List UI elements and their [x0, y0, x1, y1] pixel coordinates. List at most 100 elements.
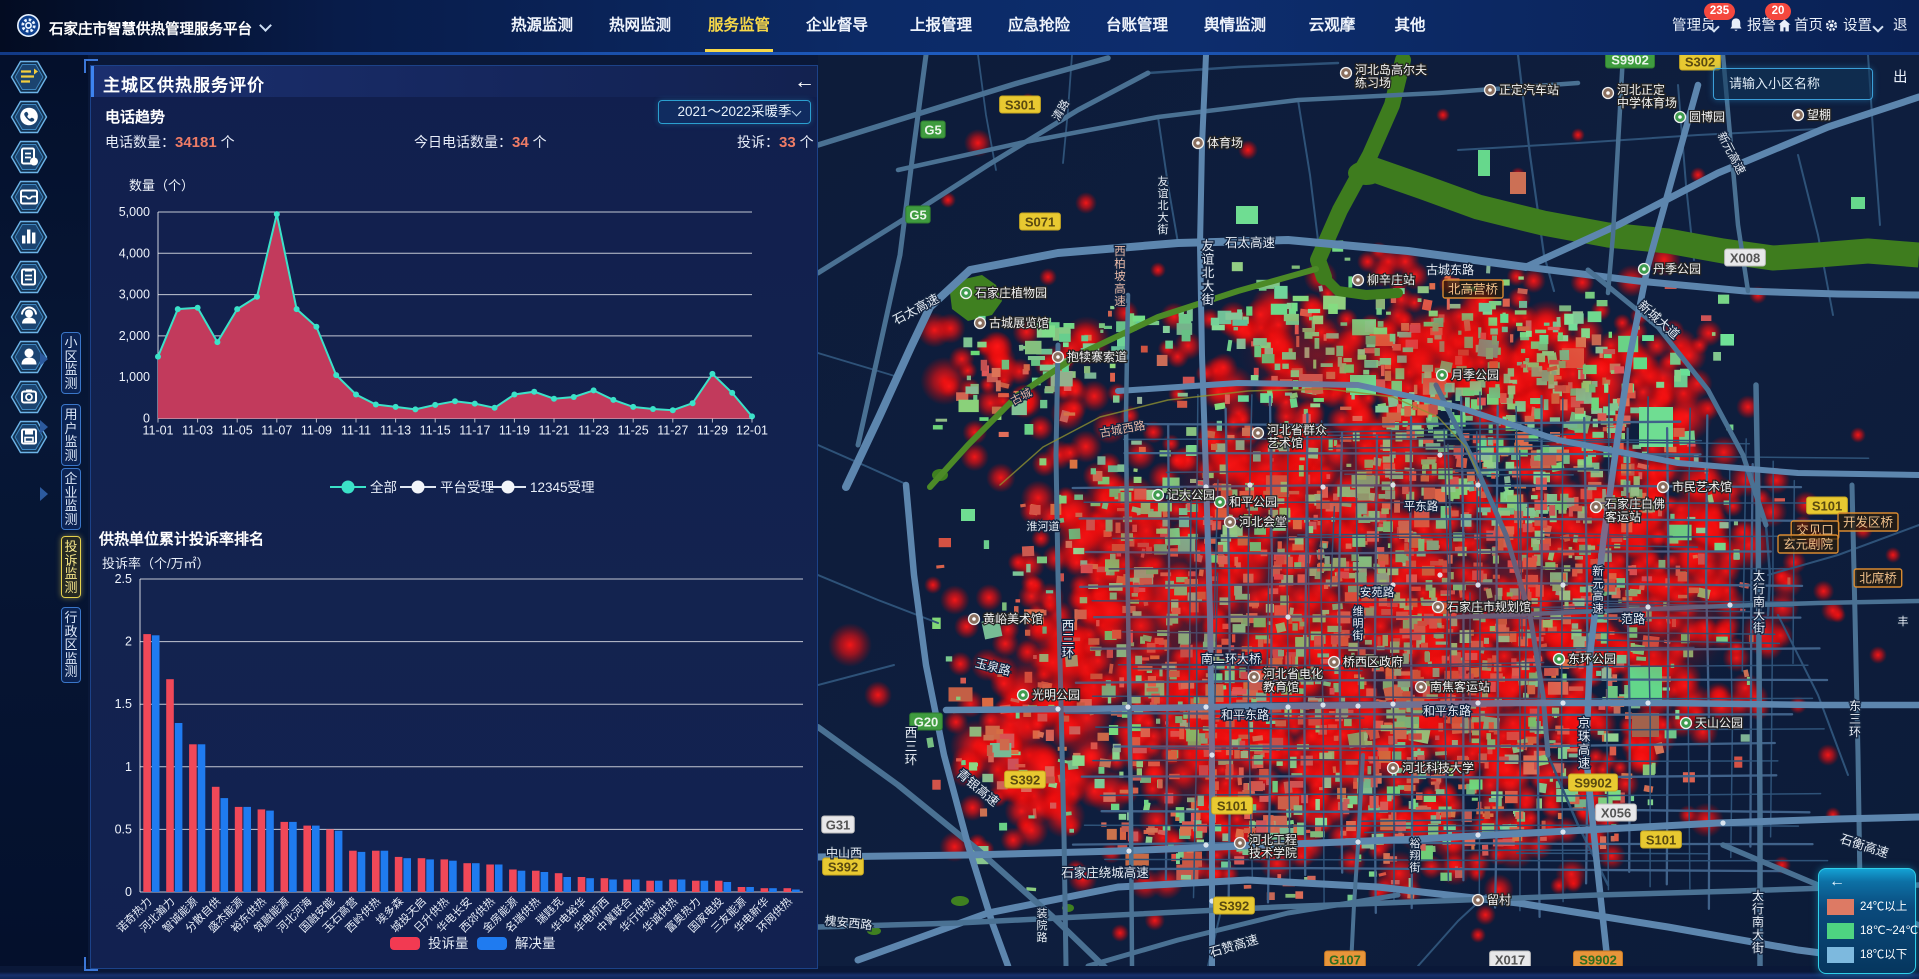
svg-text:南二环大桥: 南二环大桥 — [1201, 651, 1261, 666]
svg-text:月季公园: 月季公园 — [1451, 368, 1499, 382]
svg-text:G5: G5 — [924, 123, 941, 138]
svg-text:行: 行 — [1753, 582, 1765, 596]
svg-text:G20: G20 — [914, 715, 939, 730]
svg-text:5,000: 5,000 — [119, 205, 150, 219]
svg-text:X008: X008 — [1730, 251, 1760, 266]
svg-text:11-21: 11-21 — [538, 424, 569, 438]
svg-text:平东路: 平东路 — [1404, 499, 1439, 513]
svg-text:供热单位累计投诉率排名: 供热单位累计投诉率排名 — [98, 530, 264, 548]
svg-text:黄峪美术馆: 黄峪美术馆 — [983, 611, 1043, 626]
svg-text:正定汽车站: 正定汽车站 — [1499, 82, 1559, 97]
svg-text:11-01: 11-01 — [142, 424, 173, 438]
svg-text:高: 高 — [1578, 742, 1591, 757]
svg-text:4,000: 4,000 — [119, 246, 150, 260]
svg-text:街: 街 — [1202, 293, 1215, 307]
svg-text:抱犊寨索道: 抱犊寨索道 — [1067, 349, 1127, 364]
svg-text:石太高速: 石太高速 — [1225, 235, 1276, 250]
svg-text:望棚: 望棚 — [1807, 107, 1831, 122]
svg-text:河北省群众: 河北省群众 — [1267, 423, 1327, 437]
svg-text:11-17: 11-17 — [459, 424, 490, 438]
svg-text:三: 三 — [1062, 633, 1075, 647]
svg-text:东环公园: 东环公园 — [1568, 652, 1616, 666]
svg-text:谊: 谊 — [1202, 252, 1215, 267]
svg-text:北: 北 — [1202, 266, 1215, 280]
svg-text:和平公园: 和平公园 — [1229, 495, 1277, 509]
svg-text:安苑路: 安苑路 — [1360, 585, 1395, 599]
svg-text:西: 西 — [1114, 246, 1126, 258]
svg-text:维: 维 — [1353, 605, 1364, 618]
svg-text:中学体育场: 中学体育场 — [1617, 95, 1677, 110]
svg-text:开发区桥: 开发区桥 — [1843, 515, 1894, 530]
svg-text:太: 太 — [1753, 568, 1765, 583]
svg-text:艺术馆: 艺术馆 — [1267, 435, 1303, 450]
svg-text:1: 1 — [125, 760, 132, 774]
svg-text:G107: G107 — [1329, 953, 1361, 967]
svg-text:街: 街 — [1353, 628, 1364, 642]
svg-text:友: 友 — [1202, 239, 1215, 253]
svg-text:11-11: 11-11 — [341, 424, 371, 438]
svg-text:体育场: 体育场 — [1207, 135, 1243, 150]
svg-text:S9902: S9902 — [1579, 953, 1617, 967]
svg-text:古城展览馆: 古城展览馆 — [989, 315, 1049, 330]
svg-text:市民艺术馆: 市民艺术馆 — [1672, 479, 1732, 494]
svg-text:院: 院 — [1037, 918, 1048, 932]
svg-text:S392: S392 — [828, 860, 858, 875]
svg-text:X017: X017 — [1495, 953, 1525, 967]
svg-text:S101: S101 — [1217, 799, 1247, 814]
svg-text:2: 2 — [125, 635, 132, 649]
svg-text:中山西: 中山西 — [826, 845, 862, 860]
svg-text:记大公园: 记大公园 — [1167, 488, 1215, 502]
svg-text:2.5: 2.5 — [115, 572, 132, 586]
svg-text:北高营桥: 北高营桥 — [1448, 282, 1499, 297]
svg-text:河北工程: 河北工程 — [1249, 832, 1297, 847]
svg-text:路: 路 — [1037, 931, 1048, 944]
svg-text:速: 速 — [1578, 757, 1591, 771]
svg-text:S101: S101 — [1646, 833, 1676, 848]
svg-text:练习场: 练习场 — [1355, 75, 1391, 90]
svg-text:1.5: 1.5 — [115, 697, 132, 711]
svg-text:新: 新 — [1592, 564, 1604, 578]
svg-text:珠: 珠 — [1578, 730, 1591, 744]
svg-text:12345受理: 12345受理 — [530, 480, 595, 495]
svg-text:教育馆: 教育馆 — [1263, 679, 1299, 694]
svg-text:南: 南 — [1753, 594, 1765, 609]
svg-text:S9902: S9902 — [1611, 55, 1649, 68]
svg-text:大: 大 — [1202, 280, 1215, 294]
svg-text:大: 大 — [1158, 210, 1169, 224]
svg-text:交见口: 交见口 — [1796, 523, 1834, 538]
svg-text:技术学院: 技术学院 — [1249, 845, 1297, 860]
svg-text:高: 高 — [1114, 282, 1126, 296]
svg-text:元: 元 — [1592, 579, 1604, 591]
svg-text:11-27: 11-27 — [657, 424, 688, 438]
svg-text:丹季公园: 丹季公园 — [1653, 262, 1701, 276]
svg-text:11-07: 11-07 — [261, 424, 292, 438]
svg-text:0: 0 — [125, 885, 132, 899]
svg-text:三: 三 — [1849, 712, 1861, 726]
svg-text:天山公园: 天山公园 — [1695, 716, 1743, 730]
svg-text:京: 京 — [1578, 716, 1591, 730]
svg-text:环: 环 — [1849, 725, 1861, 739]
svg-text:11-29: 11-29 — [697, 424, 728, 438]
svg-text:淮河道: 淮河道 — [1027, 519, 1060, 533]
svg-text:S071: S071 — [1025, 215, 1055, 230]
svg-text:高: 高 — [1592, 589, 1604, 603]
svg-text:街: 街 — [1158, 222, 1169, 236]
svg-text:河北会堂: 河北会堂 — [1239, 515, 1287, 529]
svg-text:北: 北 — [1158, 199, 1169, 212]
svg-text:石家庄植物园: 石家庄植物园 — [975, 285, 1047, 300]
svg-text:西: 西 — [1062, 619, 1075, 633]
svg-text:S302: S302 — [1685, 55, 1715, 70]
svg-text:街: 街 — [1753, 621, 1765, 635]
svg-text:数量（个）: 数量（个） — [129, 178, 194, 193]
svg-text:11-23: 11-23 — [578, 424, 609, 438]
svg-text:装: 装 — [1037, 907, 1048, 920]
svg-text:谊: 谊 — [1158, 186, 1169, 200]
svg-text:玄元剧院: 玄元剧院 — [1783, 537, 1834, 552]
svg-text:环: 环 — [905, 753, 918, 767]
svg-text:1,000: 1,000 — [119, 370, 150, 384]
svg-text:S301: S301 — [1005, 98, 1035, 113]
svg-text:柏: 柏 — [1114, 257, 1126, 271]
svg-text:留村: 留村 — [1487, 893, 1511, 907]
svg-text:0.5: 0.5 — [115, 822, 132, 836]
svg-text:和平东路: 和平东路 — [1423, 703, 1471, 718]
